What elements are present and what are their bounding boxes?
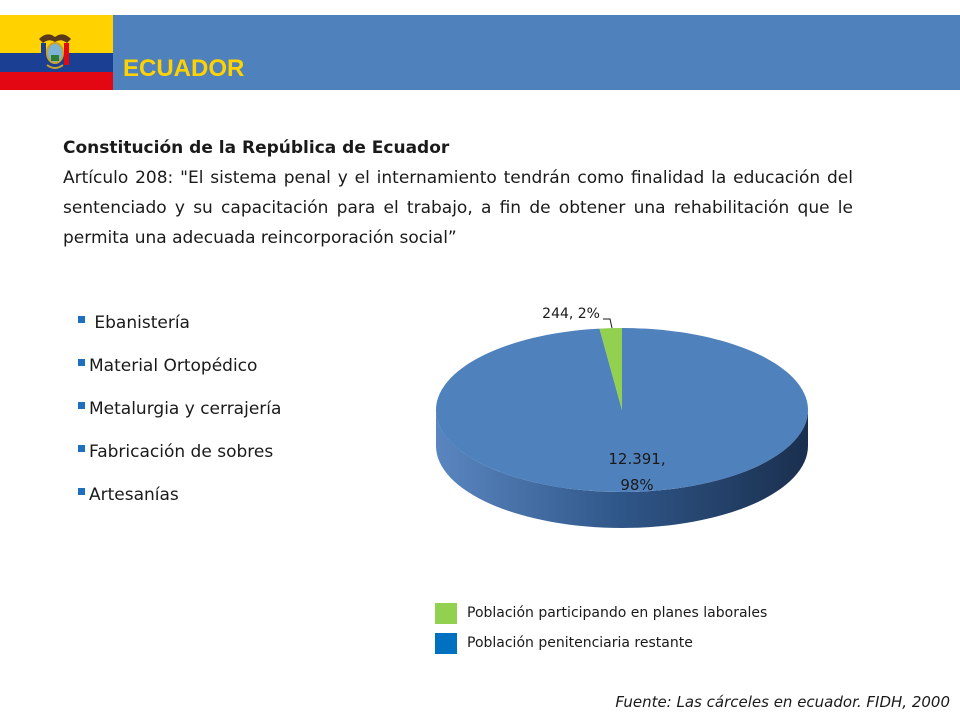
square-bullet-icon	[78, 445, 85, 452]
coat-of-arms-icon	[39, 34, 71, 69]
list-item-label: Artesanías	[89, 485, 179, 505]
legend-swatch	[435, 633, 457, 654]
page-title: ECUADOR	[123, 55, 245, 82]
trades-list: Ebanistería Material Ortopédico Metalurg…	[78, 309, 281, 524]
list-item-label: Ebanistería	[89, 313, 190, 333]
article-text: Artículo 208: "El sistema penal y el int…	[63, 168, 853, 248]
square-bullet-icon	[78, 488, 85, 495]
list-item: Material Ortopédico	[78, 352, 281, 395]
legend-swatch	[435, 603, 457, 624]
square-bullet-icon	[78, 316, 85, 323]
legend-label: Población participando en planes laboral…	[467, 605, 768, 621]
leader-line	[603, 318, 613, 329]
data-label-large-slice-line1: 12.391,	[608, 450, 665, 468]
pie-chart: 244, 2% 12.391, 98%	[436, 306, 809, 528]
constitution-quote: Constitución de la República de Ecuador …	[63, 133, 853, 253]
list-item: Ebanistería	[78, 309, 281, 352]
square-bullet-icon	[78, 402, 85, 409]
ecuador-flag	[0, 15, 113, 90]
data-label-large-slice-line2: 98%	[620, 476, 653, 494]
pie-slice-small	[599, 328, 622, 410]
legend-label: Población penitenciaria restante	[467, 635, 693, 651]
pie-side-wall	[436, 410, 808, 528]
header-banner: ECUADOR	[0, 15, 960, 90]
constitution-heading: Constitución de la República de Ecuador	[63, 138, 450, 158]
pie-slice-large	[436, 328, 809, 492]
list-item: Artesanías	[78, 481, 281, 524]
source-note: Fuente: Las cárceles en ecuador. FIDH, 2…	[615, 693, 950, 711]
square-bullet-icon	[78, 359, 85, 366]
list-item-label: Metalurgia y cerrajería	[89, 399, 282, 419]
list-item-label: Material Ortopédico	[89, 356, 258, 376]
list-item: Fabricación de sobres	[78, 438, 281, 481]
data-label-small-slice: 244, 2%	[542, 306, 600, 322]
list-item-label: Fabricación de sobres	[89, 442, 274, 462]
list-item: Metalurgia y cerrajería	[78, 395, 281, 438]
title-bar: ECUADOR	[113, 15, 960, 90]
